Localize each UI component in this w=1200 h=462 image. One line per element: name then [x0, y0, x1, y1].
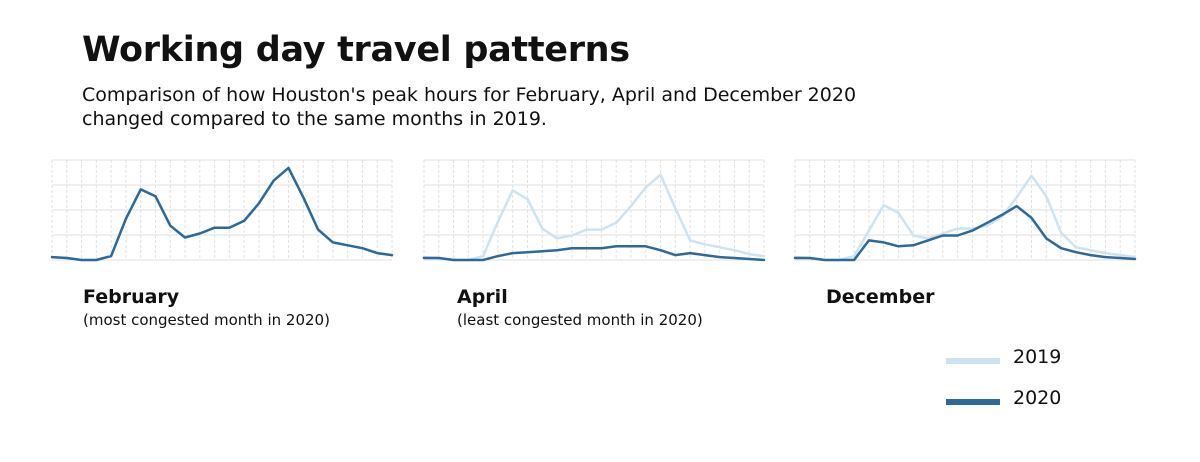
legend-label-2020: 2020: [1013, 387, 1062, 409]
december-month: December: [826, 286, 935, 308]
february-label: February (most congested month in 2020): [83, 286, 330, 329]
december-plot: [793, 159, 1137, 262]
april-label: April (least congested month in 2020): [457, 286, 703, 329]
february-series-2019: [50, 166, 394, 262]
february-chart: [50, 159, 394, 262]
february-plot: [50, 159, 394, 262]
april-series-2019: [422, 173, 766, 262]
april-chart: [422, 159, 766, 262]
february-month: February: [83, 286, 180, 308]
february-series-2020: [50, 166, 394, 262]
april-plot: [422, 159, 766, 262]
subtitle-line-1: Comparison of how Houston's peak hours f…: [82, 84, 857, 106]
february-grid: [51, 159, 393, 261]
april-note: (least congested month in 2020): [457, 311, 703, 329]
legend-label-2019: 2019: [1013, 346, 1062, 368]
subtitle-line-2: changed compared to the same months in 2…: [82, 108, 547, 130]
february-note: (most congested month in 2020): [83, 311, 330, 329]
april-series-2020: [422, 245, 766, 262]
chart-title: Working day travel patterns: [82, 30, 630, 70]
legend-swatch-2020: [946, 399, 1000, 405]
december-series-2019: [793, 174, 1137, 262]
december-chart: [793, 159, 1137, 262]
december-grid: [794, 159, 1136, 261]
chart-subtitle: Comparison of how Houston's peak hours f…: [82, 83, 942, 131]
december-series-2020: [793, 204, 1137, 262]
legend-swatch-2019: [946, 358, 1000, 364]
december-label: December: [826, 286, 934, 311]
april-month: April: [457, 286, 508, 308]
